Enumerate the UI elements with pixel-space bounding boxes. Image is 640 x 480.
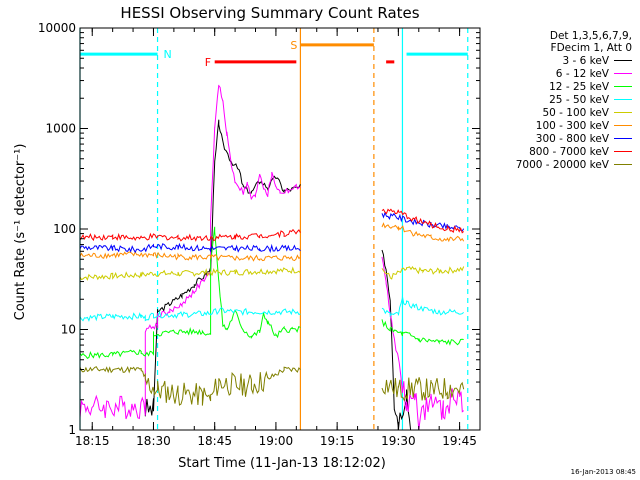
legend-item: 6 - 12 keV [482,67,632,80]
y-tick-label: 1 [68,423,76,437]
legend: Det 1,3,5,6,7,9, FDecim 1, Att 0 3 - 6 k… [482,30,632,171]
flag-label: N [164,48,172,61]
legend-item: 3 - 6 keV [482,54,632,67]
legend-label: 3 - 6 keV [562,54,609,67]
legend-swatch [614,73,632,74]
plot-area: N F S [79,28,469,431]
y-axis-label: Count Rate (s⁻¹ detector⁻¹) [13,144,28,321]
legend-label: 800 - 7000 keV [529,145,609,158]
legend-label: 300 - 800 keV [535,132,609,145]
x-tick-label: 18:45 [197,434,232,448]
plot-frame [79,27,481,431]
series-line [79,84,465,431]
series-line [79,208,465,242]
legend-item: 800 - 7000 keV [482,145,632,158]
legend-swatch [614,112,632,113]
x-tick-label: 19:00 [259,434,294,448]
x-tick-label: 19:30 [381,434,416,448]
legend-swatch [614,86,632,87]
legend-item: 12 - 25 keV [482,80,632,93]
legend-label: 25 - 50 keV [549,93,609,106]
legend-label: 7000 - 20000 keV [515,158,609,171]
legend-label: 12 - 25 keV [549,80,609,93]
legend-swatch [614,151,632,152]
legend-swatch [614,164,632,165]
x-tick-label: 19:15 [320,434,355,448]
x-tick-label: 18:15 [75,434,110,448]
axes: 18:15 18:30 18:45 19:00 19:15 19:30 19:45 1 10 10… [38,21,481,448]
legend-item: 50 - 100 keV [482,106,632,119]
flag-label: S [290,39,297,52]
footer-date: 16-Jan-2013 08:45 [571,468,636,476]
legend-swatch [614,60,632,61]
series-line [79,265,465,281]
legend-item: 7000 - 20000 keV [482,158,632,171]
y-tick-label: 1000 [45,122,76,136]
legend-label: 50 - 100 keV [542,106,609,119]
legend-label: 100 - 300 keV [535,119,609,132]
legend-swatch [614,125,632,126]
y-tick-label: 100 [53,222,76,236]
legend-header-line-1: Det 1,3,5,6,7,9, [549,30,632,42]
series-line [79,296,465,322]
series-line [79,366,465,406]
y-tick-label: 10 [61,323,76,337]
series-line [79,222,465,262]
series-line [144,119,412,431]
x-tick-label: 18:30 [136,434,171,448]
series-line [79,211,465,254]
chart-title: HESSI Observing Summary Count Rates [120,4,419,22]
legend-item: 100 - 300 keV [482,119,632,132]
legend-item: 25 - 50 keV [482,93,632,106]
y-tick-label: 10000 [38,21,76,35]
x-axis-label: Start Time (11-Jan-13 18:12:02) [178,456,386,471]
x-tick-label: 19:45 [442,434,477,448]
legend-header-line-2: FDecim 1, Att 0 [550,42,632,54]
legend-swatch [614,99,632,100]
flag-label: F [205,56,211,69]
legend-label: 6 - 12 keV [555,67,609,80]
legend-item: 300 - 800 keV [482,132,632,145]
legend-swatch [614,138,632,139]
